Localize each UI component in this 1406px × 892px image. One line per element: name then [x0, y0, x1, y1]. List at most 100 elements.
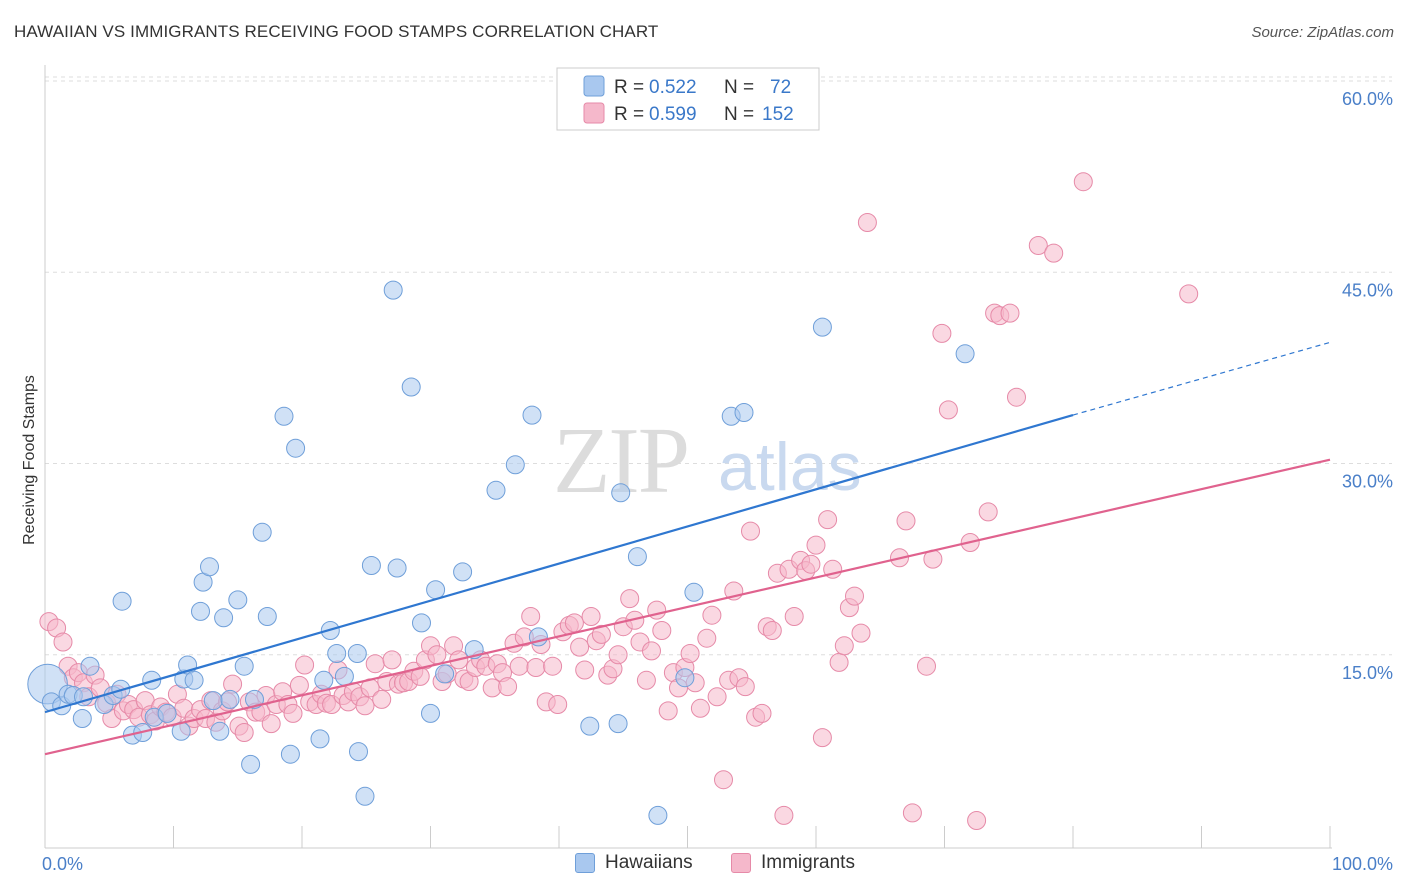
hawaiians-point-32 — [252, 522, 272, 542]
immigrants-point-35 — [234, 723, 254, 742]
x-tick-label-max: 100.0% — [1332, 854, 1393, 874]
bottom-legend-label-hawaiians: Hawaiians — [605, 852, 693, 873]
immigrants-point-98 — [581, 607, 601, 626]
immigrants-point-152 — [917, 656, 936, 676]
immigrants-point-121 — [707, 687, 727, 707]
immigrants-point-161 — [1000, 303, 1020, 323]
immigrants-point-133 — [774, 805, 794, 825]
immigrants-point-157 — [967, 811, 987, 830]
bottom-legend-item-hawaiians[interactable]: Hawaiians — [575, 852, 693, 874]
hawaiians-point-38 — [314, 670, 334, 690]
hawaiians-point-60 — [608, 714, 628, 734]
hawaiians-point-40 — [327, 644, 347, 663]
immigrants-point-119 — [697, 628, 717, 648]
immigrants-point-109 — [642, 641, 661, 661]
legend-box: R = 0.522 N = 72 R = 0.599 N = 152 — [556, 67, 820, 131]
hawaiians-point-35 — [280, 744, 300, 764]
hawaiians-point-57 — [522, 405, 542, 425]
legend-swatch-hawaiians — [583, 75, 605, 97]
immigrants-point-2 — [53, 632, 73, 652]
bottom-legend: Hawaiians Immigrants — [0, 852, 1406, 878]
immigrants-point-87 — [521, 607, 541, 626]
immigrants-point-95 — [564, 613, 584, 633]
immigrants-point-97 — [575, 660, 595, 680]
hawaiians-points — [27, 280, 975, 825]
immigrants-point-92 — [548, 695, 568, 714]
bottom-legend-item-immigrants[interactable]: Immigrants — [731, 852, 855, 874]
immigrants-point-154 — [932, 323, 952, 343]
hawaiians-point-68 — [812, 317, 832, 337]
immigrants-point-118 — [690, 698, 710, 718]
watermark: ZIP atlas — [553, 409, 862, 513]
x-tick-label-min: 0.0% — [42, 854, 83, 874]
immigrants-point-165 — [1073, 172, 1093, 192]
y-tick-label-2: 45.0% — [1342, 280, 1393, 300]
hawaiians-point-28 — [228, 590, 248, 610]
immigrants-point-105 — [620, 589, 640, 609]
immigrants-point-151 — [902, 803, 922, 823]
hawaiians-point-63 — [648, 805, 668, 825]
immigrants-point-100 — [591, 624, 611, 644]
hawaiians-point-21 — [191, 601, 210, 621]
hawaiians-point-11 — [112, 591, 132, 611]
immigrants-point-166 — [1179, 284, 1199, 304]
immigrants-point-62 — [382, 650, 402, 670]
bottom-legend-label-immigrants: Immigrants — [761, 852, 855, 873]
legend-r-label-immigrants: R = — [614, 104, 644, 125]
immigrants-point-59 — [365, 654, 385, 674]
immigrants-point-60 — [372, 689, 392, 709]
immigrants-point-116 — [680, 644, 700, 663]
immigrants-point-45 — [289, 675, 309, 695]
hawaiians-point-56 — [505, 455, 525, 475]
immigrants-point-141 — [818, 510, 838, 530]
immigrants-point-135 — [784, 607, 804, 626]
immigrants-point-144 — [834, 636, 854, 656]
immigrants-point-46 — [295, 655, 315, 675]
immigrants-point-40 — [261, 714, 281, 734]
legend-r-label-hawaiians: R = — [614, 77, 644, 98]
hawaiians-point-49 — [412, 613, 431, 633]
immigrants-point-146 — [845, 586, 864, 606]
tick-labels: 15.0% 30.0% 45.0% 60.0% 0.0% 100.0% — [42, 89, 1393, 874]
hawaiians-point-42 — [347, 644, 367, 663]
immigrants-point-108 — [636, 670, 656, 690]
grid-layer — [45, 76, 1392, 656]
hawaiians-point-6 — [72, 709, 92, 728]
hawaiians-point-34 — [274, 406, 294, 426]
hawaiians-point-7 — [80, 656, 100, 676]
hawaiians-point-69 — [955, 344, 975, 364]
hawaiians-point-51 — [426, 580, 446, 600]
hawaiians-point-37 — [310, 729, 330, 749]
hawaiians-point-59 — [580, 716, 600, 736]
hawaiians-point-24 — [203, 691, 223, 711]
hawaiians-point-44 — [355, 786, 375, 806]
hawaiians-trend-extension — [1072, 341, 1331, 416]
legend-r-value-hawaiians: 0.522 — [649, 77, 697, 98]
immigrants-point-96 — [570, 637, 590, 657]
hawaiians-point-31 — [245, 689, 264, 709]
immigrants-point-140 — [812, 728, 832, 748]
immigrants-point-138 — [801, 554, 821, 574]
hawaiians-point-65 — [684, 582, 704, 602]
hawaiians-point-45 — [361, 556, 381, 575]
immigrants-point-126 — [735, 677, 755, 697]
immigrants-point-148 — [857, 213, 877, 232]
hawaiians-point-61 — [611, 483, 631, 503]
y-tick-label-1: 30.0% — [1342, 472, 1393, 492]
legend-r-value-immigrants: 0.599 — [649, 104, 697, 125]
hawaiians-point-20 — [184, 670, 204, 690]
hawaiians-point-23 — [200, 557, 219, 577]
legend-n-label-hawaiians: N = — [724, 77, 754, 98]
legend-n-value-immigrants: 152 — [762, 104, 794, 125]
immigrants-point-129 — [752, 703, 772, 723]
immigrants-point-122 — [714, 770, 733, 790]
hawaiians-point-43 — [349, 742, 368, 762]
immigrants-point-91 — [543, 656, 563, 676]
immigrants-point-164 — [1044, 243, 1064, 263]
immigrants-point-163 — [1028, 236, 1048, 255]
hawaiians-point-33 — [257, 607, 277, 626]
immigrants-point-162 — [1007, 387, 1026, 407]
trend-lines — [44, 341, 1331, 756]
hawaiians-point-67 — [734, 403, 754, 422]
y-tick-label-0: 15.0% — [1342, 663, 1393, 683]
